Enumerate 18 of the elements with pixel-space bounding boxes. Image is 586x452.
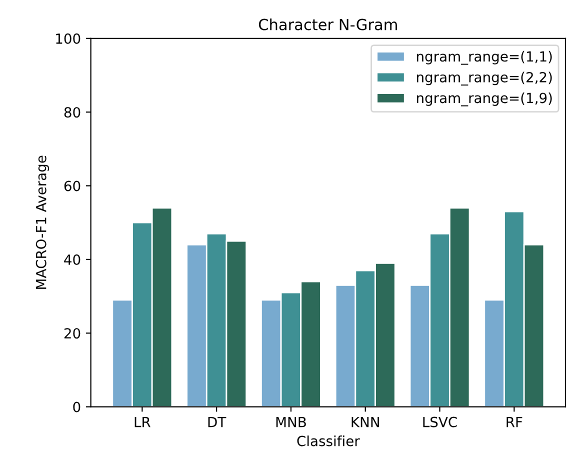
x-tick-label: LSVC [423, 416, 457, 428]
y-tick-label: 40 [64, 254, 80, 265]
y-tick-label: 0 [73, 402, 80, 412]
x-tick-label: MNB [276, 416, 306, 428]
chart-title: Character N-Gram [258, 18, 397, 30]
y-axis-title: MACRO-F1 Average [36, 156, 50, 289]
x-tick-label: KNN [352, 416, 379, 428]
legend-label: ngram_range=(2,2) [416, 72, 552, 86]
y-tick-label: 60 [64, 180, 80, 192]
y-tick-label: 100 [56, 33, 80, 44]
x-tick-label: DT [208, 416, 226, 428]
x-axis-title: Classifier [297, 436, 360, 446]
legend-label: ngram_range=(1,9) [416, 92, 552, 106]
y-tick-label: 20 [64, 328, 80, 339]
y-tick-label: 80 [64, 107, 80, 118]
x-tick-label: RF [506, 416, 522, 428]
legend-label: ngram_range=(1,1) [416, 50, 552, 65]
x-tick-label: LR [134, 416, 150, 428]
